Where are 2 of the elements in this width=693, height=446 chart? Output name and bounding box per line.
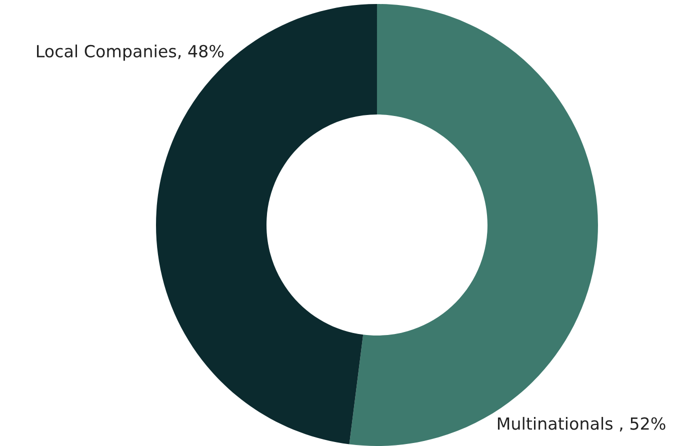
slice-label: Local Companies, 48% bbox=[37, 44, 224, 61]
slice-label: Multinationals , 52% bbox=[498, 416, 666, 432]
